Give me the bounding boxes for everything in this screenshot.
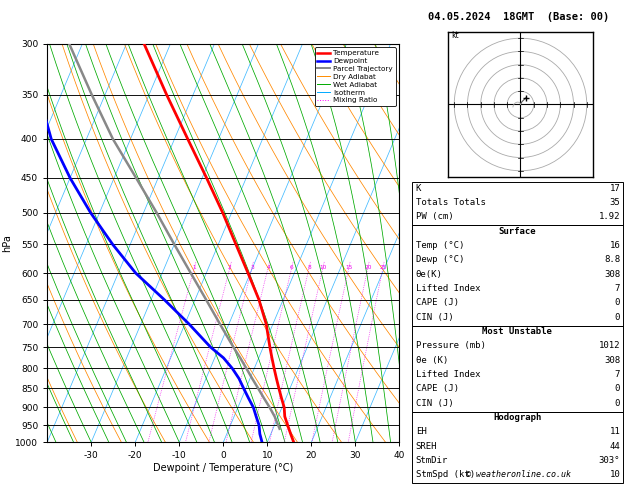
Text: SREH: SREH	[416, 442, 437, 451]
Legend: Temperature, Dewpoint, Parcel Trajectory, Dry Adiabat, Wet Adiabat, Isotherm, Mi: Temperature, Dewpoint, Parcel Trajectory…	[314, 47, 396, 106]
Text: 1: 1	[192, 265, 196, 270]
Text: 6: 6	[290, 265, 294, 270]
Text: Hodograph: Hodograph	[493, 413, 542, 422]
Text: Pressure (mb): Pressure (mb)	[416, 341, 486, 350]
Text: CIN (J): CIN (J)	[416, 313, 454, 322]
Text: 308: 308	[604, 270, 620, 279]
Text: 1.92: 1.92	[599, 212, 620, 222]
Text: 10: 10	[320, 265, 326, 270]
Text: 4: 4	[266, 265, 270, 270]
Text: 15: 15	[345, 265, 353, 270]
Text: Lifted Index: Lifted Index	[416, 370, 481, 379]
Text: CIN (J): CIN (J)	[416, 399, 454, 408]
Text: 8.8: 8.8	[604, 256, 620, 264]
Y-axis label: hPa: hPa	[3, 234, 13, 252]
Text: θe (K): θe (K)	[416, 356, 448, 365]
Text: 8: 8	[307, 265, 311, 270]
Text: 11: 11	[610, 428, 620, 436]
Text: 303°: 303°	[599, 456, 620, 465]
Text: kt: kt	[452, 31, 459, 40]
Text: 16: 16	[610, 241, 620, 250]
Text: K: K	[416, 184, 421, 193]
Text: 308: 308	[604, 356, 620, 365]
Text: 0: 0	[615, 313, 620, 322]
Text: 0: 0	[615, 384, 620, 394]
Text: Most Unstable: Most Unstable	[482, 327, 552, 336]
Text: 04.05.2024  18GMT  (Base: 00): 04.05.2024 18GMT (Base: 00)	[428, 12, 610, 22]
Text: 20: 20	[364, 265, 372, 270]
Text: EH: EH	[416, 428, 426, 436]
Text: StmDir: StmDir	[416, 456, 448, 465]
Text: Surface: Surface	[499, 226, 536, 236]
Text: © weatheronline.co.uk: © weatheronline.co.uk	[467, 469, 571, 479]
Text: 10: 10	[610, 470, 620, 480]
Text: 3: 3	[250, 265, 253, 270]
Text: Totals Totals: Totals Totals	[416, 198, 486, 207]
Text: 0: 0	[615, 298, 620, 308]
Text: PW (cm): PW (cm)	[416, 212, 454, 222]
Text: 2: 2	[228, 265, 231, 270]
Text: 35: 35	[610, 198, 620, 207]
Text: 1012: 1012	[599, 341, 620, 350]
Text: θe(K): θe(K)	[416, 270, 443, 279]
Text: 7: 7	[615, 370, 620, 379]
Text: 17: 17	[610, 184, 620, 193]
Text: 0: 0	[615, 399, 620, 408]
X-axis label: Dewpoint / Temperature (°C): Dewpoint / Temperature (°C)	[153, 463, 293, 473]
Text: 25: 25	[379, 265, 387, 270]
Text: CAPE (J): CAPE (J)	[416, 384, 459, 394]
Text: 44: 44	[610, 442, 620, 451]
Text: Dewp (°C): Dewp (°C)	[416, 256, 464, 264]
Text: StmSpd (kt): StmSpd (kt)	[416, 470, 475, 480]
Text: Temp (°C): Temp (°C)	[416, 241, 464, 250]
Text: CAPE (J): CAPE (J)	[416, 298, 459, 308]
Text: Lifted Index: Lifted Index	[416, 284, 481, 293]
Text: 7: 7	[615, 284, 620, 293]
